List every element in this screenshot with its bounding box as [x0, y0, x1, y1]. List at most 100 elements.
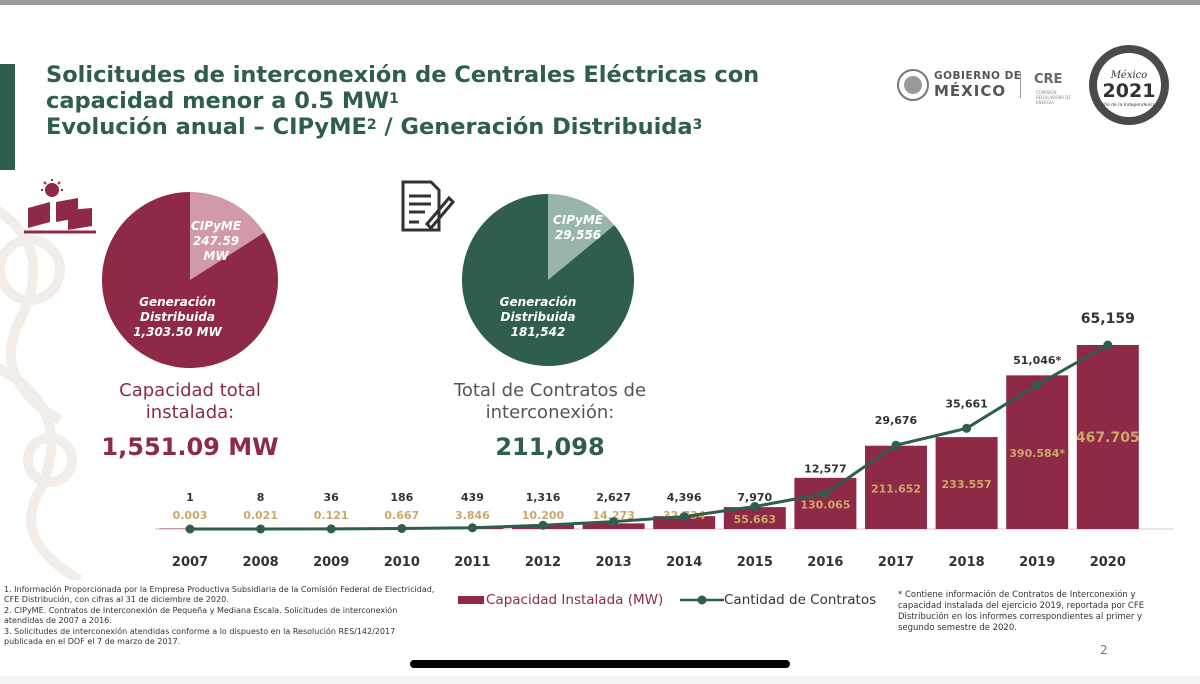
x-tick-2020: 2020 — [1090, 555, 1126, 570]
bottom-border — [0, 676, 1200, 684]
bar-2015 — [723, 507, 786, 529]
bar-2020 — [1076, 345, 1139, 529]
cre-subtitle: COMISIÓN REGULADORA DE ENERGÍA — [1036, 90, 1071, 105]
legend-bar-label: Capacidad Instalada (MW) — [486, 592, 664, 608]
cre-logo: CRE — [1034, 72, 1063, 87]
title-line-3: Evolución anual – CIPyME2 / Generación D… — [46, 114, 703, 140]
bar-label-2015: 55.663 — [734, 513, 776, 526]
x-tick-2010: 2010 — [384, 555, 420, 570]
line-label-2008: 8 — [257, 491, 265, 504]
bar-label-2018: 233.557 — [942, 478, 992, 491]
line-label-2016: 12,577 — [804, 462, 846, 475]
legend-line-swatch — [680, 595, 724, 605]
x-tick-2012: 2012 — [525, 555, 561, 570]
contracts-total: 211,098 — [495, 433, 605, 461]
independence-2021-seal-icon: México 2021 Año de la Independencia — [1089, 45, 1169, 125]
x-tick-2016: 2016 — [807, 555, 843, 570]
bar-2014 — [653, 516, 716, 529]
line-point-2018 — [962, 423, 972, 433]
asterisk-note: * Contiene información de Contratos de I… — [898, 590, 1145, 633]
contract-document-icon — [401, 180, 455, 232]
scrollbar-handle[interactable] — [410, 660, 790, 668]
mexico-label: MÉXICO — [934, 82, 1007, 100]
bar-2016 — [794, 477, 857, 529]
line-point-2020 — [1103, 340, 1113, 350]
bar-label-2009: 0.121 — [314, 509, 349, 522]
line-point-2019 — [1032, 380, 1042, 390]
contracts-cipyme-label: CIPyME 29,556 — [552, 213, 604, 242]
bar-label-2012: 10.200 — [522, 509, 565, 522]
pie-slice-cipyme-contracts — [548, 194, 615, 280]
bar-label-2013: 14.273 — [592, 509, 634, 522]
footnote-3: 3. Solicitudes de interconexión atendida… — [4, 627, 396, 646]
capacity-cipyme-label: CIPyME 247.59 MW — [190, 219, 242, 263]
line-label-2009: 36 — [324, 491, 340, 504]
seal-mexico-text: México — [1110, 70, 1148, 81]
bar-label-2020: 467.705 — [1076, 430, 1140, 446]
line-point-2017 — [891, 440, 901, 450]
x-tick-2017: 2017 — [878, 555, 914, 570]
line-label-2017: 29,676 — [875, 414, 918, 427]
line-point-2007 — [185, 524, 195, 534]
capacity-pie-chart — [102, 192, 278, 368]
contracts-pie-chart — [462, 194, 634, 366]
line-label-2012: 1,316 — [526, 491, 561, 504]
eagle-seal-icon — [897, 69, 929, 101]
bar-2019 — [1006, 375, 1069, 529]
legend-bar-swatch — [458, 596, 484, 604]
x-tick-2018: 2018 — [949, 555, 985, 570]
x-tick-2008: 2008 — [243, 555, 279, 570]
footnotes: 1. Información Proporcionada por la Empr… — [4, 585, 436, 648]
legend-line-label: Cantidad de Contratos — [724, 592, 877, 608]
x-tick-2007: 2007 — [172, 555, 208, 570]
x-tick-2013: 2013 — [596, 555, 632, 570]
page-number: 2 — [1100, 643, 1108, 657]
bar-label-2010: 0.667 — [384, 509, 419, 522]
seal-year-text: 2021 — [1103, 80, 1156, 102]
bar-label-2017: 211.652 — [871, 482, 921, 495]
bar-2018 — [935, 437, 998, 529]
line-point-2015 — [750, 501, 760, 511]
footnote-2: 2. CIPyME. Contratos de Interconexión de… — [4, 606, 398, 625]
bar-label-2008: 0.021 — [243, 509, 278, 522]
line-point-2014 — [679, 512, 689, 522]
legend-contracts: Cantidad de Contratos — [680, 592, 876, 608]
seal-subtitle-text: Año de la Independencia — [1101, 102, 1157, 108]
pie-slice-gd-capacity — [102, 192, 278, 368]
pie-slice-cipyme-capacity — [190, 192, 265, 280]
line-label-2010: 186 — [390, 491, 413, 504]
line-point-2013 — [609, 517, 619, 527]
bar-label-2016: 130.065 — [800, 498, 850, 511]
x-tick-2014: 2014 — [666, 555, 702, 570]
line-point-2010 — [397, 523, 407, 533]
line-label-2020: 65,159 — [1081, 311, 1135, 327]
line-label-2018: 35,661 — [945, 397, 987, 410]
bar-label-2019: 390.584* — [1009, 447, 1065, 460]
line-label-2019: 51,046* — [1013, 354, 1061, 367]
title-line-2: capacidad menor a 0.5 MW1 — [46, 88, 399, 114]
contracts-series-line — [189, 343, 1109, 531]
legend-capacity: Capacidad Instalada (MW) — [458, 592, 663, 608]
annual-evolution-chart: 0.0030.0210.1210.6673.84610.20014.27332.… — [155, 311, 1174, 570]
line-point-2008 — [256, 524, 266, 534]
capacity-gd-label: Generación Distribuida 1,303.50 MW — [133, 295, 222, 339]
bar-2013 — [582, 523, 645, 529]
line-label-2013: 2,627 — [596, 491, 631, 504]
pie-slice-gd-contracts — [462, 194, 634, 366]
line-point-2012 — [538, 520, 548, 530]
x-tick-2011: 2011 — [454, 555, 490, 570]
background-ornament — [0, 206, 83, 580]
x-tick-2009: 2009 — [313, 555, 349, 570]
title-line-1: Solicitudes de interconexión de Centrale… — [46, 62, 760, 88]
line-point-2011 — [467, 523, 477, 533]
logo-divider — [1020, 72, 1021, 98]
bar-label-2011: 3.846 — [455, 509, 490, 522]
logo-group: GOBIERNO DE MÉXICO CRE COMISIÓN REGULADO… — [896, 40, 1176, 130]
top-border — [0, 0, 1200, 5]
solar-panels-icon — [24, 179, 96, 234]
line-label-2011: 439 — [461, 491, 484, 504]
x-tick-2015: 2015 — [737, 555, 773, 570]
bar-label-2007: 0.003 — [173, 509, 208, 522]
footnote-1: 1. Información Proporcionada por la Empr… — [4, 585, 435, 604]
x-tick-2019: 2019 — [1019, 555, 1055, 570]
